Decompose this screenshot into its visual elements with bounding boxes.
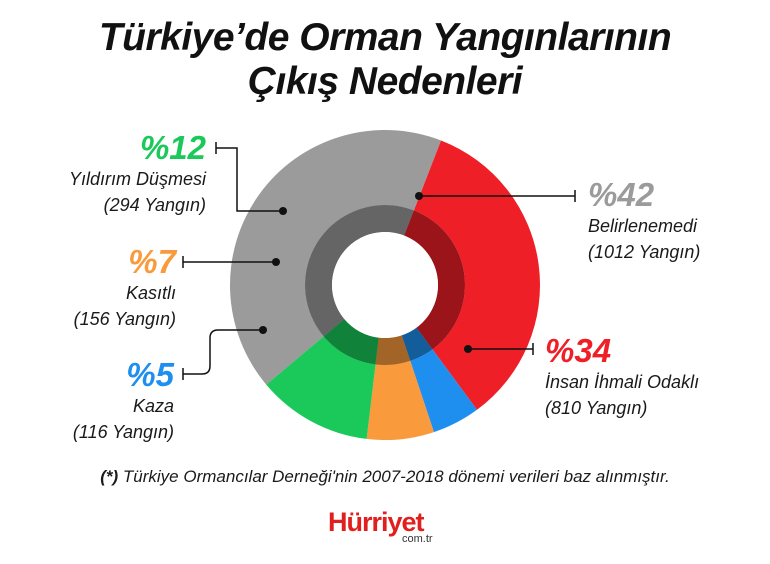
category-label: Kasıtlı: [125, 283, 176, 303]
leader-dot-yildirim: [279, 207, 287, 215]
label-belirlenemedi: %42 Belirlenemedi (1012 Yangın): [588, 177, 758, 265]
leader-line-kaza: [183, 329, 263, 375]
inner-ring-shadow: [304, 205, 465, 365]
footnote-marker: (*): [100, 467, 119, 486]
leader-dot-kasitli: [272, 258, 280, 266]
percent-label: %12: [139, 129, 206, 166]
percent-label: %7: [128, 243, 176, 280]
donut-slice-i-nsan-i-hmali-odaklı: [413, 140, 540, 410]
leader-dot-kaza: [259, 326, 267, 334]
inner-ring-yıldırım-düşmesi: [323, 319, 379, 365]
label-insan-ihmali: %34 İnsan İhmali Odaklı (810 Yangın): [545, 333, 760, 421]
percent-label: %42: [588, 176, 655, 213]
category-label: Yıldırım Düşmesi: [68, 169, 206, 189]
chart-title-line-2: Çıkış Nedenleri: [247, 60, 523, 103]
label-kasitli: %7 Kasıtlı (156 Yangın): [20, 244, 176, 332]
leader-dot-belirlenemedi: [415, 192, 423, 200]
category-label: İnsan İhmali Odaklı: [545, 372, 700, 392]
logo-domain: com.tr: [402, 533, 433, 545]
inner-ring-belirlenemedi: [305, 205, 414, 337]
donut-hole: [332, 232, 438, 338]
footnote: (*) Türkiye Ormancılar Derneği'nin 2007-…: [0, 467, 770, 487]
percent-label: %34: [545, 332, 612, 369]
donut-slice-yıldırım-düşmesi: [266, 336, 376, 439]
logo-brand: Hürriyet: [328, 507, 425, 537]
percent-label: %5: [126, 356, 174, 393]
inner-ring-i-nsan-i-hmali-odaklı: [404, 210, 465, 350]
category-label: Kaza: [132, 396, 174, 416]
leader-dot-insan: [464, 345, 472, 353]
footnote-text: Türkiye Ormancılar Derneği'nin 2007-2018…: [122, 467, 670, 486]
category-label: Belirlenemedi: [588, 216, 698, 236]
chart-title-line-1: Türkiye’de Orman Yangınlarının: [98, 16, 672, 59]
count-label: (156 Yangın): [73, 309, 176, 329]
donut-slice-belirlenemedi: [230, 130, 442, 385]
label-yildirim: %12 Yıldırım Düşmesi (294 Yangın): [20, 130, 206, 218]
donut-slice-kaza: [410, 349, 477, 433]
count-label: (116 Yangın): [72, 422, 174, 442]
count-label: (1012 Yangın): [588, 242, 701, 262]
label-kaza: %5 Kaza (116 Yangın): [20, 357, 174, 445]
chart-title: Türkiye’de Orman Yangınlarının Çıkış Ned…: [0, 16, 770, 104]
count-label: (294 Yangın): [103, 195, 206, 215]
hurriyet-logo: Hürriyet com.tr: [328, 508, 448, 552]
leader-line-yildirim: [216, 147, 283, 212]
donut-slice-kasıtlı: [366, 360, 434, 440]
inner-ring-kasıtlı: [375, 335, 411, 365]
inner-ring-kaza: [401, 327, 433, 361]
count-label: (810 Yangın): [545, 398, 648, 418]
